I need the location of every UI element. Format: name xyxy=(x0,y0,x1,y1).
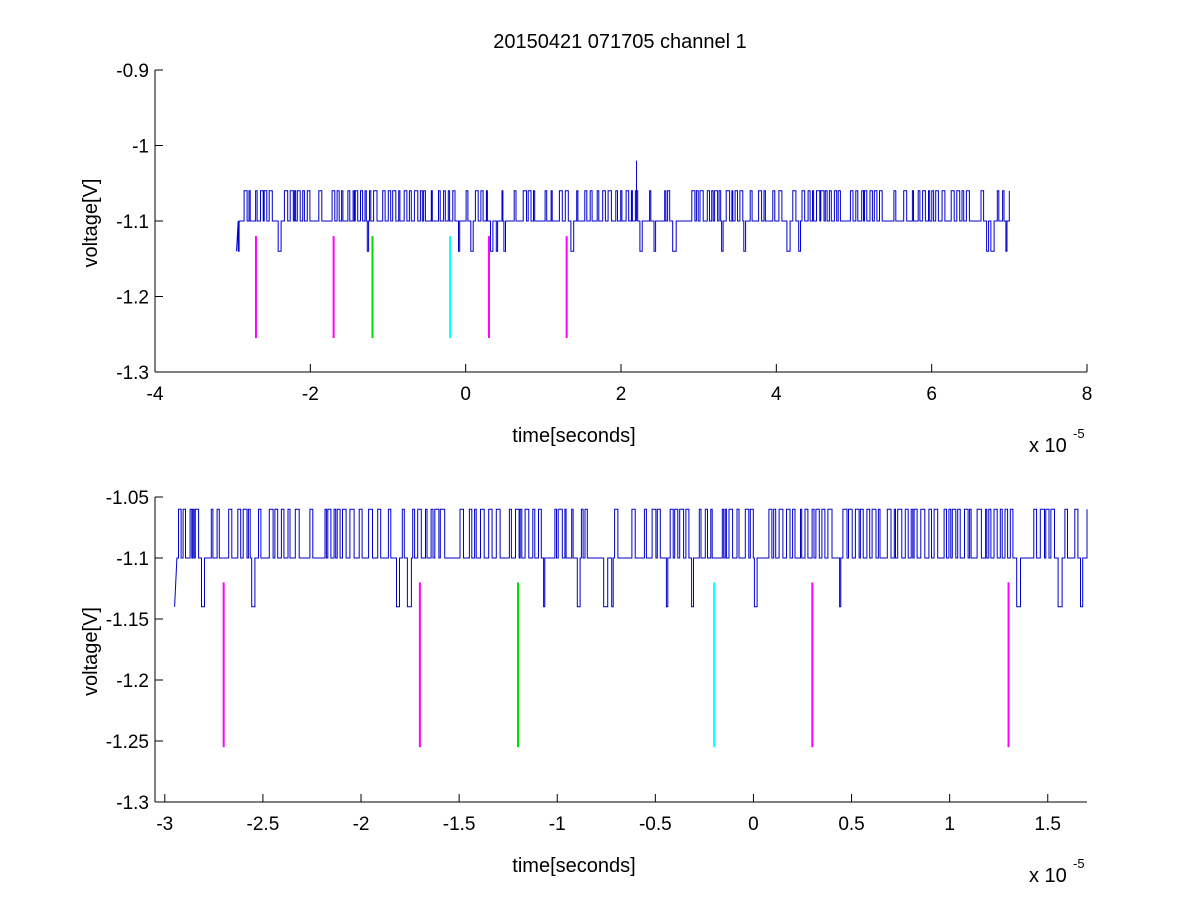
y-tick-label: -1.3 xyxy=(116,793,149,814)
y-tick-label: -1.15 xyxy=(106,610,149,631)
y-tick-label: -0.9 xyxy=(116,61,149,82)
y-tick-label: -1.25 xyxy=(106,732,149,753)
x-tick-label: -2.5 xyxy=(247,814,280,835)
x-exponent-label: x 10 xyxy=(1029,435,1067,457)
x-tick-label: 0 xyxy=(460,384,471,405)
x-tick-label: -2 xyxy=(302,384,319,405)
x-tick-label: 1 xyxy=(944,814,955,835)
figure-title: 20150421 071705 channel 1 xyxy=(493,31,747,53)
y-tick-label: -1.2 xyxy=(116,288,149,309)
x-tick-label: 8 xyxy=(1082,384,1093,405)
x-tick-label: 2 xyxy=(616,384,627,405)
y-axis-label: voltage[V] xyxy=(80,607,102,696)
x-tick-label: 1.5 xyxy=(1035,814,1061,835)
y-tick-label: -1.1 xyxy=(116,212,149,233)
x-axis-label: time[seconds] xyxy=(512,425,635,447)
top-plot: -4 -2 0 2 4 6 8 -1.3 -1.2 -1.1 -1 -0.9 time[seconds]… xyxy=(80,61,1092,457)
x-tick-label: -4 xyxy=(147,384,164,405)
x-tick-label: 0 xyxy=(748,814,759,835)
y-tick-label: -1.2 xyxy=(116,671,149,692)
x-axis-label: time[seconds] xyxy=(512,855,635,877)
x-tick-label: 4 xyxy=(771,384,782,405)
signal-trace xyxy=(236,190,1010,252)
x-tick-label: 6 xyxy=(926,384,937,405)
x-tick-label: -2 xyxy=(353,814,370,835)
x-tick-label: -0.5 xyxy=(639,814,672,835)
x-exponent: -5 xyxy=(1073,856,1085,871)
x-exponent: -5 xyxy=(1073,426,1085,441)
signal-trace xyxy=(174,508,1088,608)
x-tick-label: -3 xyxy=(156,814,173,835)
x-tick-label: -1.5 xyxy=(443,814,476,835)
bottom-plot: -3 -2.5 -2 -1.5 -1 -0.5 0 0.5 1 1.5 -1.3 -1.25 -1.2 -… xyxy=(80,488,1088,887)
y-tick-label: -1.1 xyxy=(116,549,149,570)
y-tick-label: -1 xyxy=(132,137,149,158)
y-tick-label: -1.05 xyxy=(106,488,149,509)
x-tick-label: 0.5 xyxy=(838,814,864,835)
x-exponent-label: x 10 xyxy=(1029,865,1067,887)
x-tick-label: -1 xyxy=(549,814,566,835)
y-tick-label: -1.3 xyxy=(116,363,149,384)
y-axis-label: voltage[V] xyxy=(80,179,102,268)
